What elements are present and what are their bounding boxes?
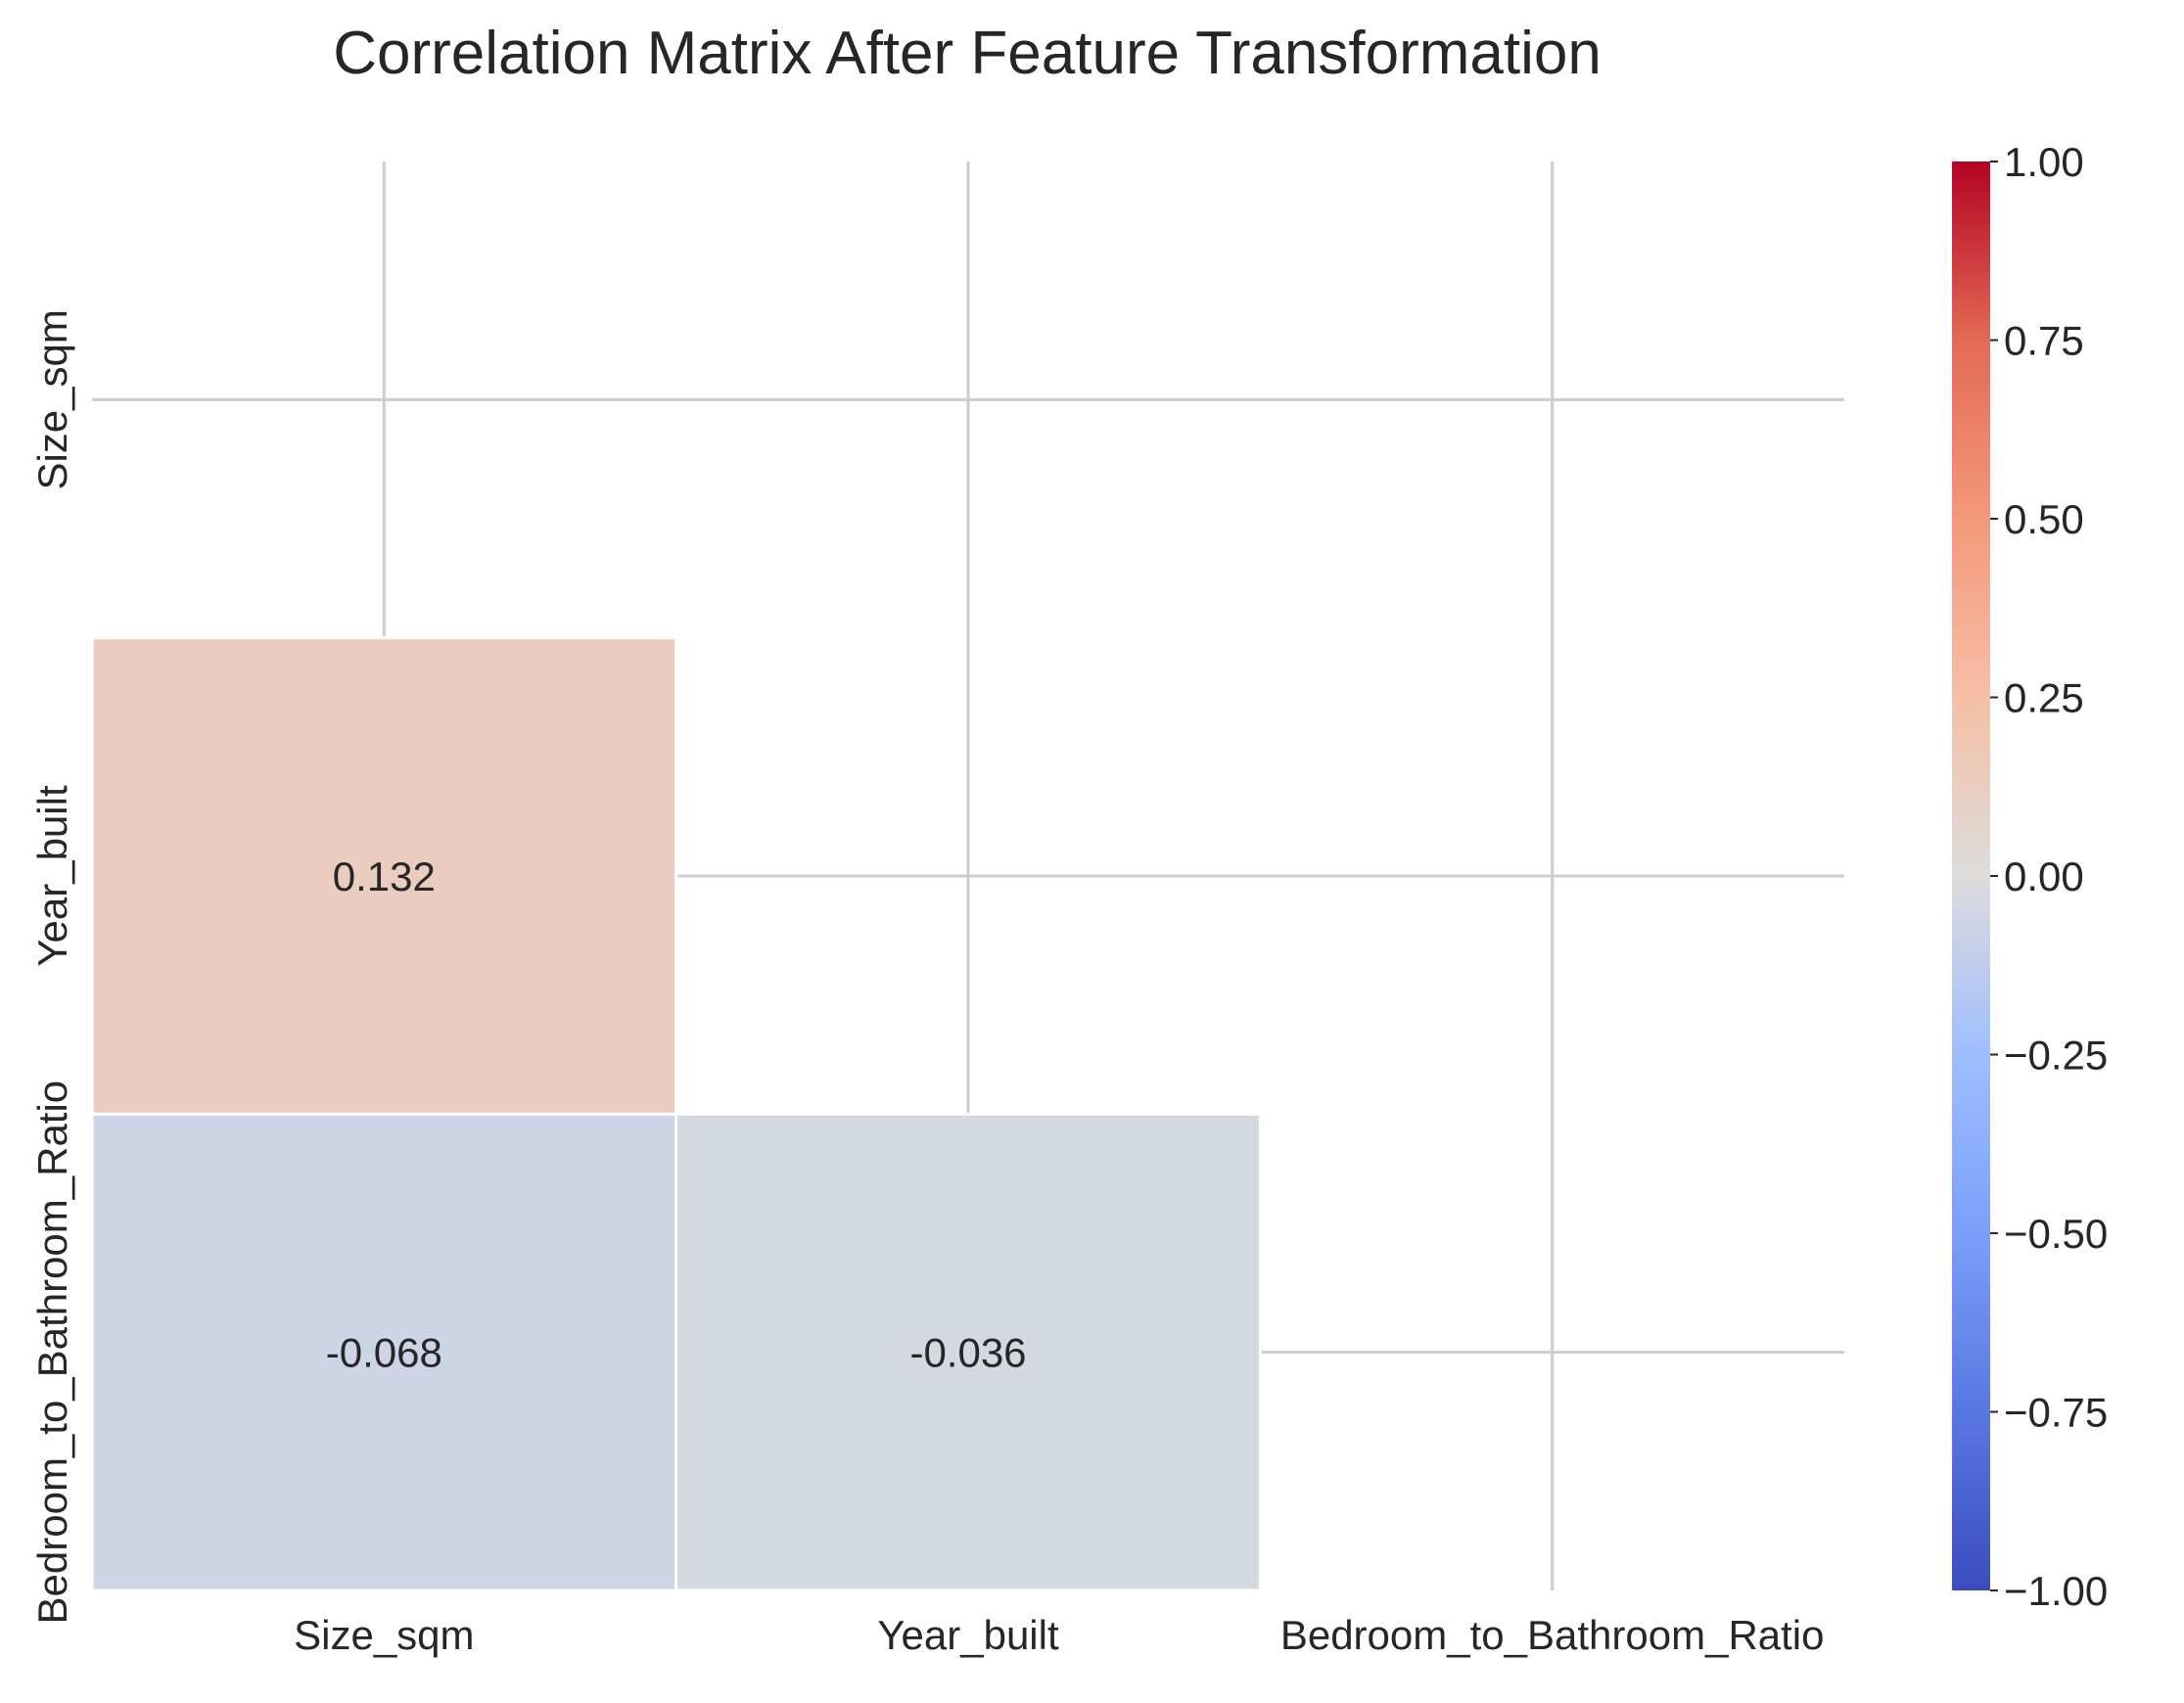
- colorbar-tick-label: 0.75: [2004, 318, 2084, 364]
- colorbar-tick-labels: 1.00 0.75 0.50 0.25 0.00 −0.25 −0.50 −0.75 −1.00: [1990, 139, 2108, 1614]
- colorbar: 1.00 0.75 0.50 0.25 0.00 −0.25 −0.50 −0.75 −1.00: [1952, 139, 2108, 1614]
- colorbar-gradient: [1952, 161, 1990, 1590]
- y-axis-tick-labels: Size_sqm Year_built Bedroom_to_Bathroom_Ra…: [29, 309, 75, 1624]
- colorbar-tick-label: 0.00: [2004, 853, 2084, 899]
- y-tick-label: Year_built: [29, 785, 75, 967]
- y-tick-label: Size_sqm: [29, 309, 75, 489]
- cell-value-label: -0.068: [326, 1330, 442, 1376]
- y-tick-label: Bedroom_to_Bathroom_Ratio: [29, 1081, 75, 1625]
- x-tick-label: Size_sqm: [294, 1612, 474, 1658]
- heatmap-cells: [90, 636, 1262, 1592]
- colorbar-tick-label: −0.75: [2004, 1390, 2108, 1436]
- heatmap-cell: [674, 1112, 1262, 1592]
- colorbar-tick-label: 1.00: [2004, 139, 2084, 185]
- x-tick-label: Bedroom_to_Bathroom_Ratio: [1280, 1612, 1825, 1658]
- colorbar-tick-label: −1.00: [2004, 1568, 2108, 1614]
- colorbar-tick-label: −0.50: [2004, 1211, 2108, 1257]
- colorbar-tick-label: 0.50: [2004, 496, 2084, 542]
- colorbar-tick-label: 0.25: [2004, 675, 2084, 721]
- x-tick-label: Year_built: [877, 1612, 1059, 1658]
- cell-value-label: -0.036: [909, 1330, 1026, 1376]
- colorbar-tick-label: −0.25: [2004, 1033, 2108, 1079]
- chart-title: Correlation Matrix After Feature Transfo…: [333, 20, 1602, 87]
- x-axis-tick-labels: Size_sqm Year_built Bedroom_to_Bathroom_Ra…: [294, 1612, 1824, 1658]
- cell-value-label: 0.132: [333, 853, 436, 899]
- heatmap-cell: [90, 636, 678, 1116]
- cell-value-labels: 0.132 -0.068 -0.036: [326, 853, 1027, 1376]
